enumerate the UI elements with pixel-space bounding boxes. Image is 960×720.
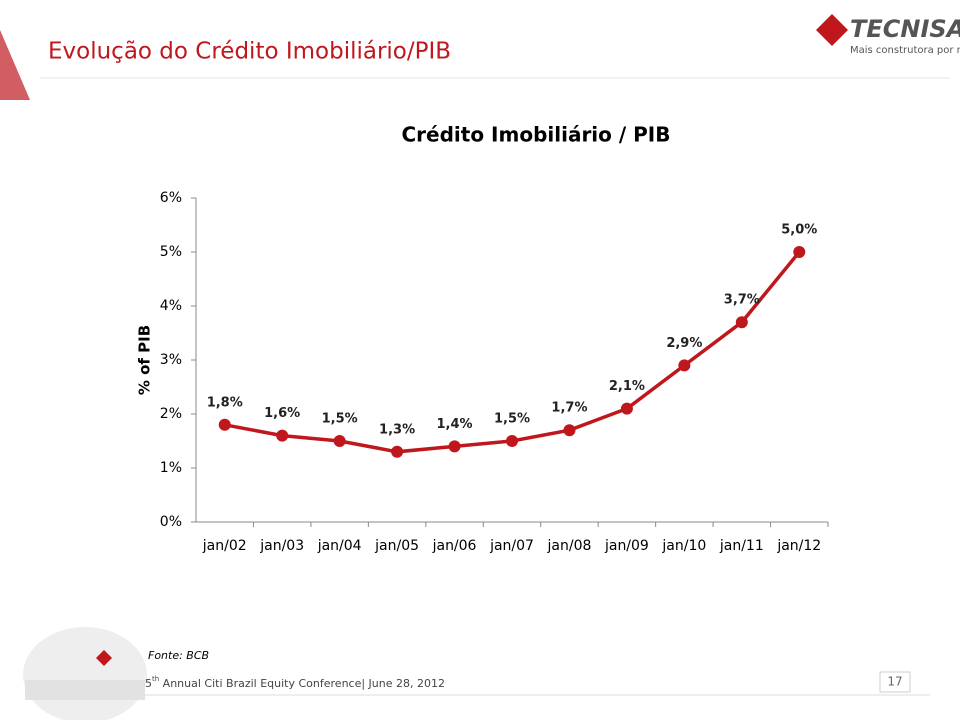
point [448, 440, 461, 453]
point [391, 445, 404, 458]
footer-conference: 5th Annual Citi Brazil Equity Conference… [145, 675, 445, 690]
point [506, 435, 518, 447]
x-tick-label: jan/09 [604, 538, 649, 554]
data-label: 1,7% [551, 401, 587, 416]
data-label: 1,5% [322, 412, 358, 427]
data-label: 2,1% [609, 379, 645, 394]
point [735, 316, 748, 329]
y-tick-label: 3% [160, 352, 182, 368]
logo-mark [816, 14, 848, 46]
footer-superscript: th [152, 675, 159, 683]
x-tick-label: jan/04 [317, 538, 362, 554]
point [333, 435, 346, 447]
point [793, 246, 806, 258]
x-tick-label: jan/07 [489, 538, 534, 554]
chart-title: Crédito Imobiliário / PIB [402, 123, 671, 147]
footer-text: 5 [145, 677, 152, 690]
point [276, 429, 289, 442]
point [563, 424, 576, 437]
corner-accent-2 [0, 30, 30, 100]
footer-text: Annual Citi Brazil Equity Conference| Ju… [159, 677, 445, 690]
x-tick-label: jan/03 [259, 538, 304, 554]
y-tick-label: 1% [160, 460, 182, 476]
logo-name: TECNISA [850, 15, 960, 43]
source-note: Fonte: BCB [148, 649, 209, 662]
x-tick-label: jan/08 [547, 538, 592, 554]
slide-title: Evolução do Crédito Imobiliário/PIB [48, 39, 451, 65]
y-tick-label: 5% [160, 244, 182, 260]
page-box [879, 671, 911, 693]
helmet-logo [96, 650, 112, 666]
y-tick-label: 2% [160, 406, 182, 422]
x-tick-label: jan/12 [776, 538, 821, 554]
data-label: 1,4% [437, 417, 473, 432]
data-label: 1,3% [379, 422, 415, 437]
x-tick-label: jan/11 [719, 538, 764, 554]
x-tick-label: jan/06 [432, 538, 477, 554]
data-label: 5,0% [781, 223, 817, 238]
helmet [23, 627, 147, 720]
data-label: 3,7% [724, 293, 760, 308]
x-tick-label: jan/10 [661, 538, 706, 554]
y-tick-label: 6% [160, 190, 182, 206]
logo-tagline: Mais construtora por m² [850, 45, 960, 56]
data-label: 1,5% [494, 412, 530, 427]
point [620, 402, 633, 415]
page-number: 17 [887, 675, 902, 689]
point [218, 418, 231, 431]
y-tick-label: 4% [160, 298, 182, 314]
point [678, 359, 691, 372]
x-tick-label: jan/02 [202, 538, 247, 554]
data-label: 1,6% [264, 406, 300, 421]
y-tick-label: 0% [160, 514, 182, 530]
x-tick-label: jan/05 [374, 538, 419, 554]
y-axis-label: % of PIB [136, 325, 154, 395]
data-label: 2,9% [666, 336, 702, 351]
data-label: 1,8% [207, 395, 243, 410]
helmet-brim [25, 680, 145, 700]
